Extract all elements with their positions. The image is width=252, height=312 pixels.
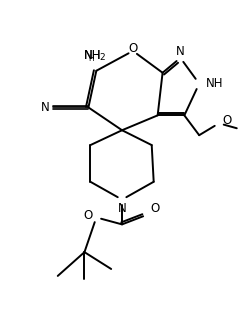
Text: N: N (176, 46, 185, 58)
Text: O: O (150, 202, 159, 215)
Text: N: N (118, 202, 127, 215)
Text: NH: NH (206, 77, 224, 90)
Text: H: H (88, 54, 94, 63)
Text: N: N (41, 101, 49, 114)
Text: NH: NH (83, 49, 101, 62)
Text: O: O (222, 114, 232, 127)
Text: O: O (128, 42, 138, 56)
Text: O: O (84, 209, 93, 222)
Text: 2: 2 (99, 53, 105, 62)
Text: NH: NH (83, 49, 101, 62)
